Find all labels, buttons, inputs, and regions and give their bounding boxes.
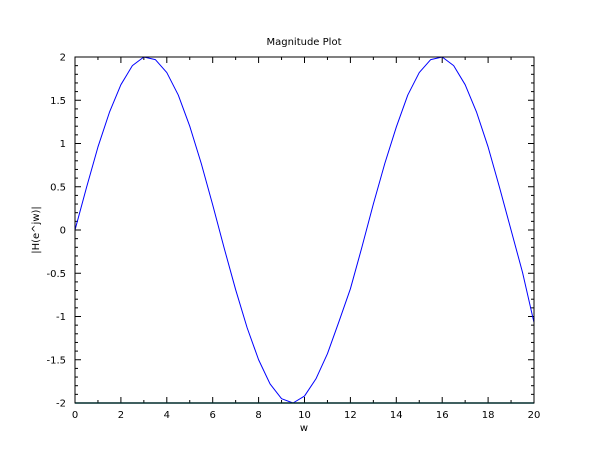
y-tick-label: -1 [56, 312, 66, 323]
x-tick-label: 6 [210, 410, 216, 421]
x-tick-label: 2 [118, 410, 124, 421]
x-tick-label: 4 [164, 410, 170, 421]
x-tick-label: 10 [298, 410, 311, 421]
y-tick-label: 0 [60, 226, 66, 237]
y-tick-label: 0.5 [50, 182, 66, 193]
y-tick-label: -2 [56, 399, 66, 410]
x-tick-label: 8 [255, 410, 261, 421]
x-ticks: 0 2 4 6 8 10 12 14 16 18 20 [72, 57, 541, 421]
series-layer [74, 56, 535, 404]
y-ticks: -2 -1.5 -1 -0.5 0 0.5 1 1.5 2 [46, 53, 534, 410]
series-line-sine [74, 56, 535, 404]
y-tick-label: 1.5 [50, 96, 66, 107]
x-tick-label: 16 [436, 410, 449, 421]
y-tick-label: -0.5 [46, 269, 66, 280]
y-tick-label: 1 [60, 139, 66, 150]
y-tick-label: 2 [60, 53, 66, 64]
x-tick-label: 18 [482, 410, 495, 421]
x-tick-label: 12 [344, 410, 357, 421]
y-tick-label: -1.5 [46, 355, 66, 366]
x-tick-label: 20 [528, 410, 541, 421]
x-tick-label: 14 [390, 410, 403, 421]
y-axis-label: |H(e^jw)| [31, 206, 42, 254]
plot-frame [74, 56, 535, 404]
chart-title: Magnitude Plot [266, 37, 341, 48]
x-axis-label: w [300, 423, 308, 434]
x-tick-label: 0 [72, 410, 78, 421]
